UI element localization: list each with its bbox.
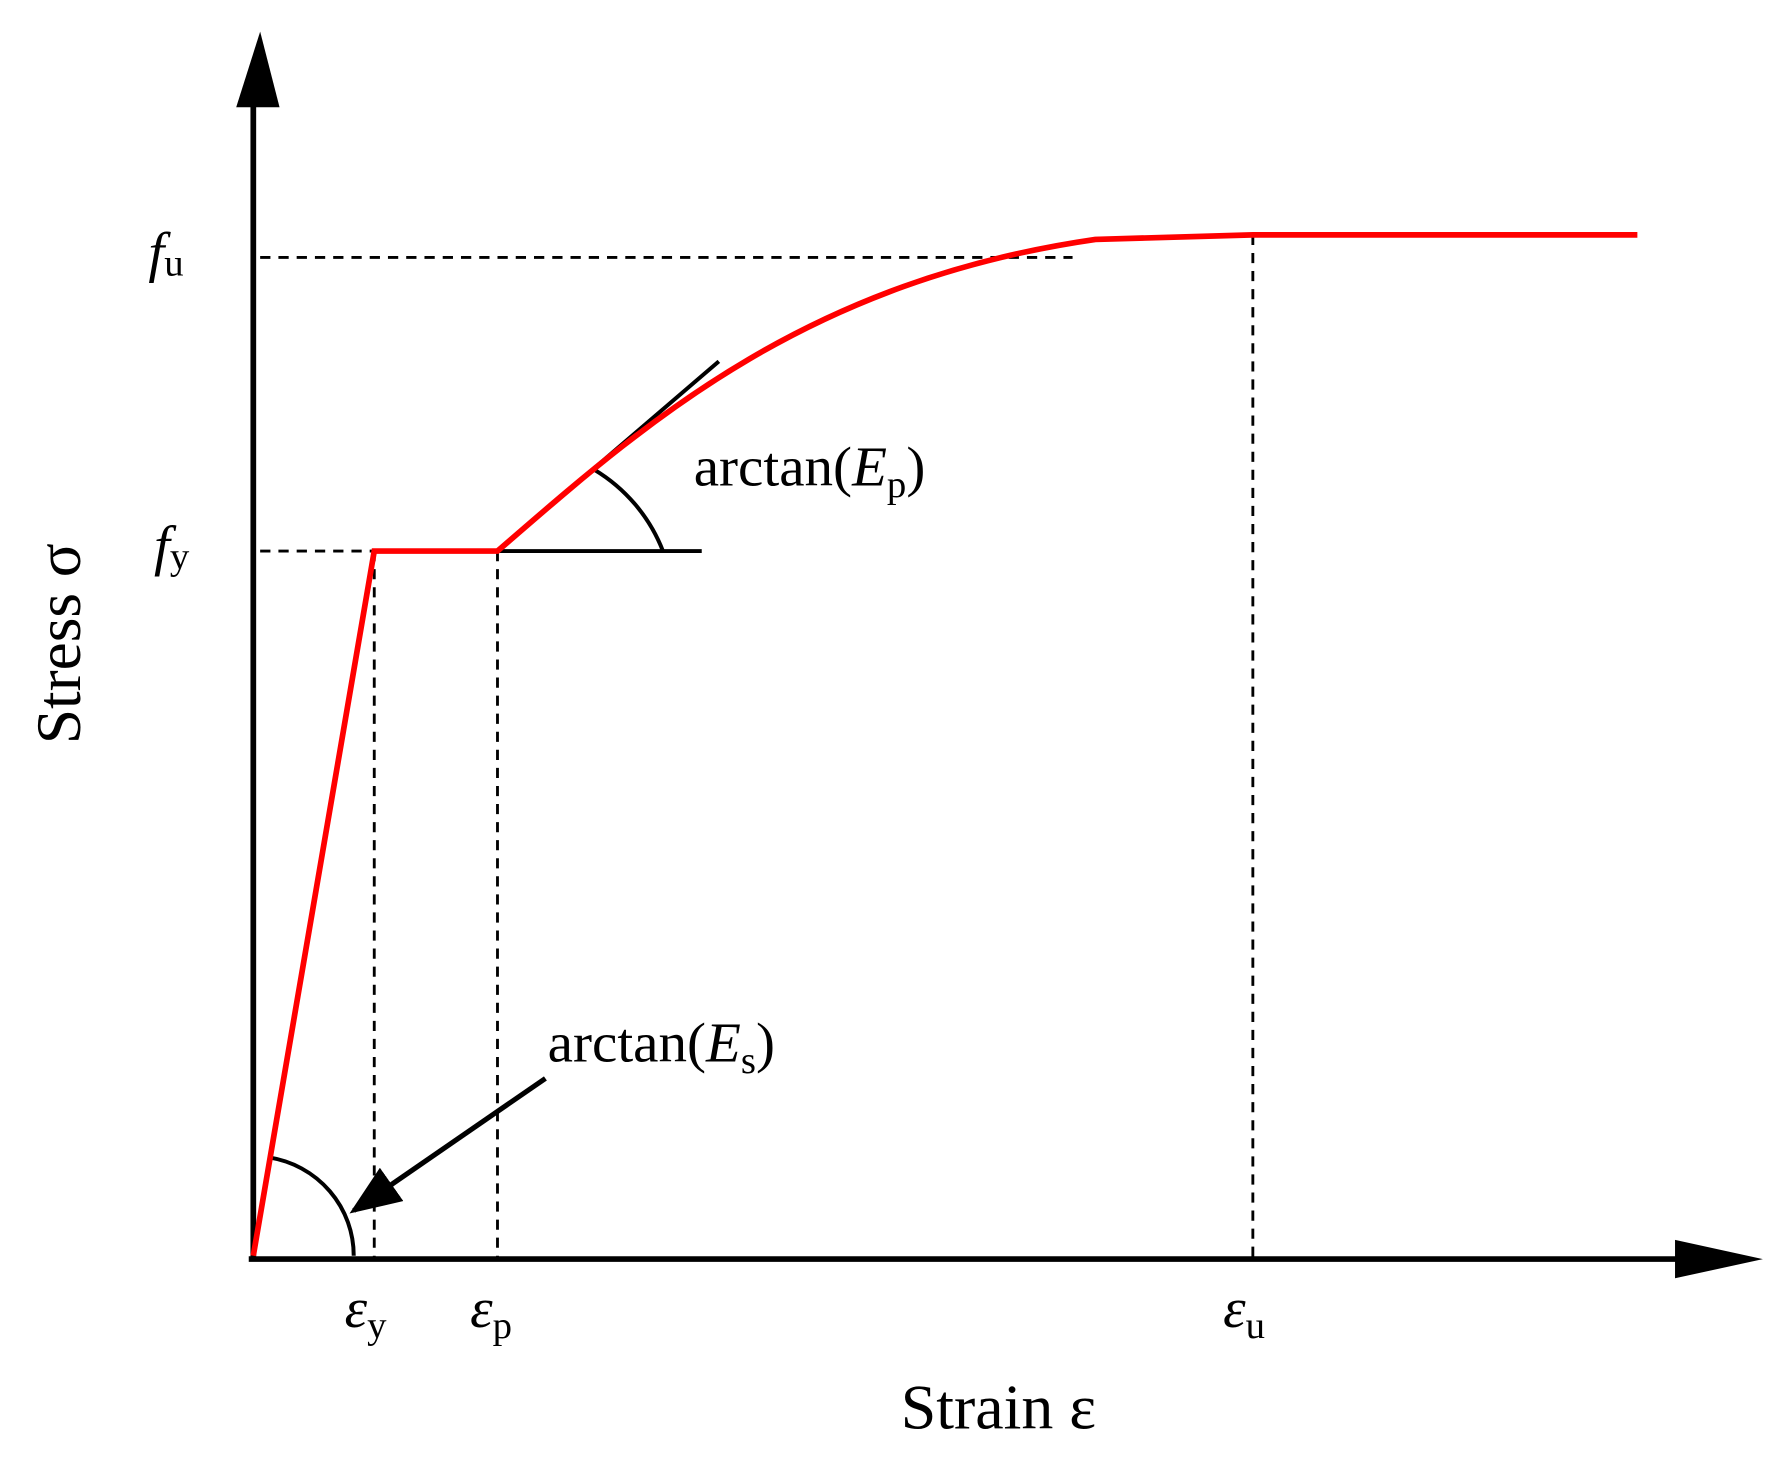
ey-label: εy [345,1277,388,1347]
fy-label: fy [154,515,190,578]
pointer-arrow [349,1076,547,1214]
x-axis-title: Strain ε [901,1372,1096,1443]
angle-arc [268,1155,356,1256]
annotation: arctan(Es) [548,1012,775,1082]
y-axis-title: Stress σ [23,543,94,744]
stress-strain-curve [250,232,1638,1257]
annotation: arctan(Ep) [694,436,926,506]
eu-label: εu [1223,1277,1265,1347]
fu-label: fu [148,221,183,284]
ep-label: εp [470,1277,512,1347]
angle-arc [593,468,665,552]
x-arrow [1675,1239,1763,1279]
y-arrow [236,31,280,108]
